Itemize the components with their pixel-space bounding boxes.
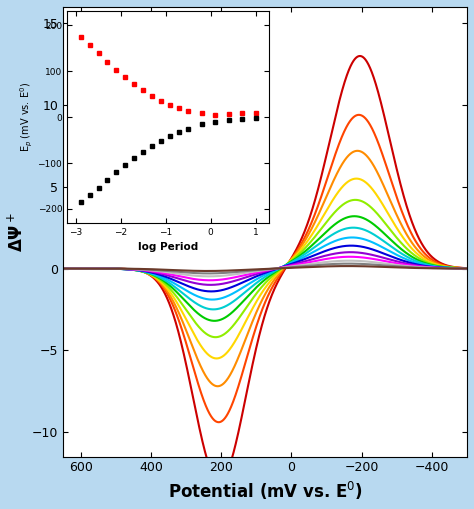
X-axis label: Potential (mV vs. E$^0$): Potential (mV vs. E$^0$) [167,480,363,502]
Y-axis label: ΔΨ$^+$: ΔΨ$^+$ [7,212,26,252]
